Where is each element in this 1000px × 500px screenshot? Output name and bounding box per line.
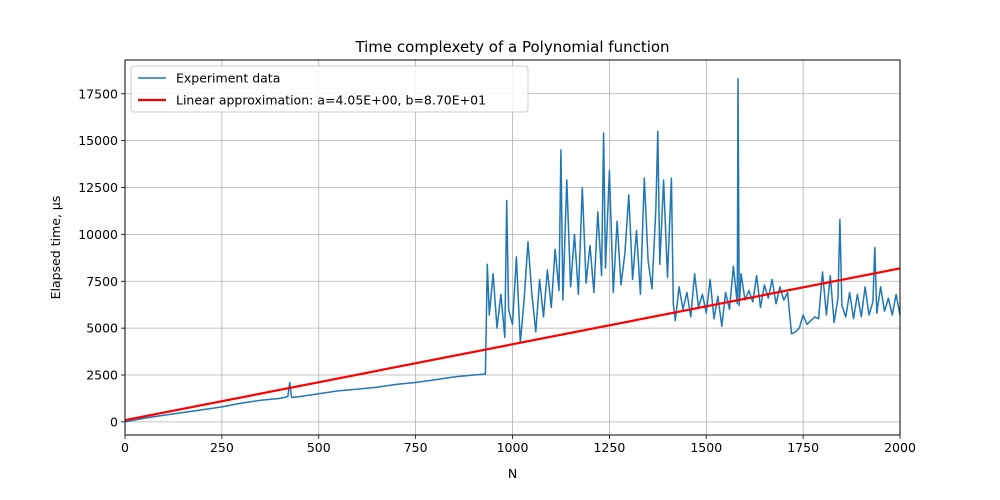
series-layer — [124, 78, 901, 423]
y-axis-title: Elapsed time, μs — [48, 196, 63, 300]
series-experiment-data — [124, 78, 901, 423]
x-tick-label: 0 — [121, 440, 129, 455]
y-tick-label: 7500 — [86, 274, 118, 289]
x-tick-label: 500 — [307, 440, 331, 455]
x-tick-label: 1750 — [787, 440, 819, 455]
x-axis-title: N — [508, 466, 517, 481]
x-tick-label: 2000 — [884, 440, 916, 455]
y-tick-label: 0 — [110, 414, 118, 429]
legend-box — [130, 65, 529, 113]
y-tick-label: 17500 — [78, 86, 118, 101]
y-tick-label: 2500 — [86, 368, 118, 383]
legend-label-linear-approximation: Linear approximation: a=4.05E+00, b=8.70… — [176, 93, 486, 108]
chart-title: Time complexety of a Polynomial function — [354, 38, 669, 56]
x-tick-label: 1500 — [690, 440, 722, 455]
y-tick-label: 12500 — [78, 180, 118, 195]
x-tick-label: 1000 — [497, 440, 529, 455]
x-tick-label: 1250 — [593, 440, 625, 455]
x-tick-label: 250 — [210, 440, 234, 455]
x-tick-label: 750 — [404, 440, 428, 455]
y-tick-label: 5000 — [86, 321, 118, 336]
legend-label-experiment-data: Experiment data — [176, 71, 280, 86]
y-tick-label: 15000 — [78, 133, 118, 148]
series-linear-approximation — [124, 267, 901, 422]
legend: Experiment data Linear approximation: a=… — [130, 65, 529, 113]
y-tick-label: 10000 — [78, 227, 118, 242]
axis-ticks: 0 250 500 750 1000 1250 1500 1750 2000 0 2500 5000 7… — [78, 86, 916, 455]
